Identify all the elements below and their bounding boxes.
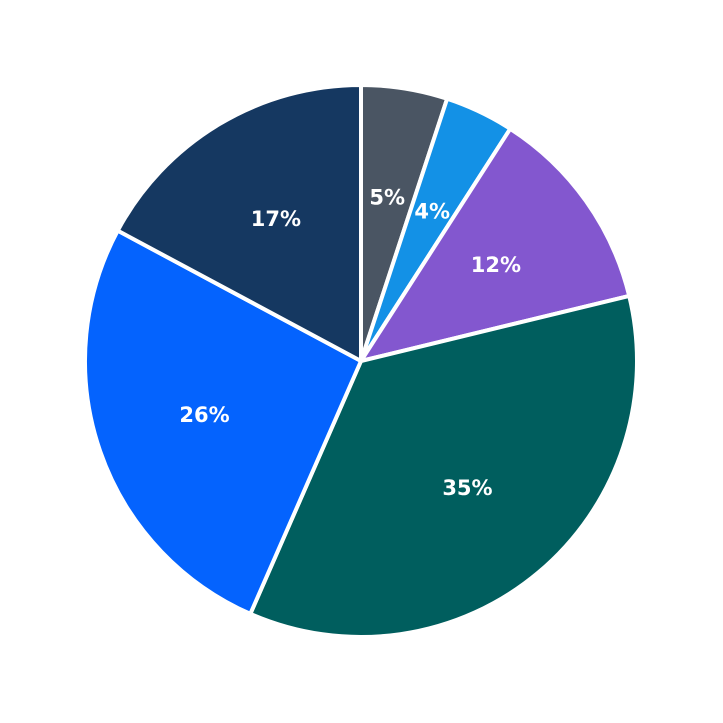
pie-slice-3 (248, 293, 639, 639)
pie-slice-4 (83, 228, 363, 616)
pie-slice-label-4: 26% (179, 403, 229, 427)
pie-slice-label-5: 17% (251, 207, 301, 231)
pie-slice-label-0: 5% (369, 185, 405, 209)
pie-slice-label-1: 4% (414, 199, 450, 223)
pie-labels: 5% 4% 12% 35% 26% 17% (179, 185, 521, 499)
pie-slice-label-2: 12% (471, 253, 521, 277)
pie-slice-label-3: 35% (442, 476, 492, 500)
pie-slices (83, 83, 639, 639)
pie-slice-2 (359, 126, 632, 363)
pie-slice-5 (115, 83, 363, 363)
